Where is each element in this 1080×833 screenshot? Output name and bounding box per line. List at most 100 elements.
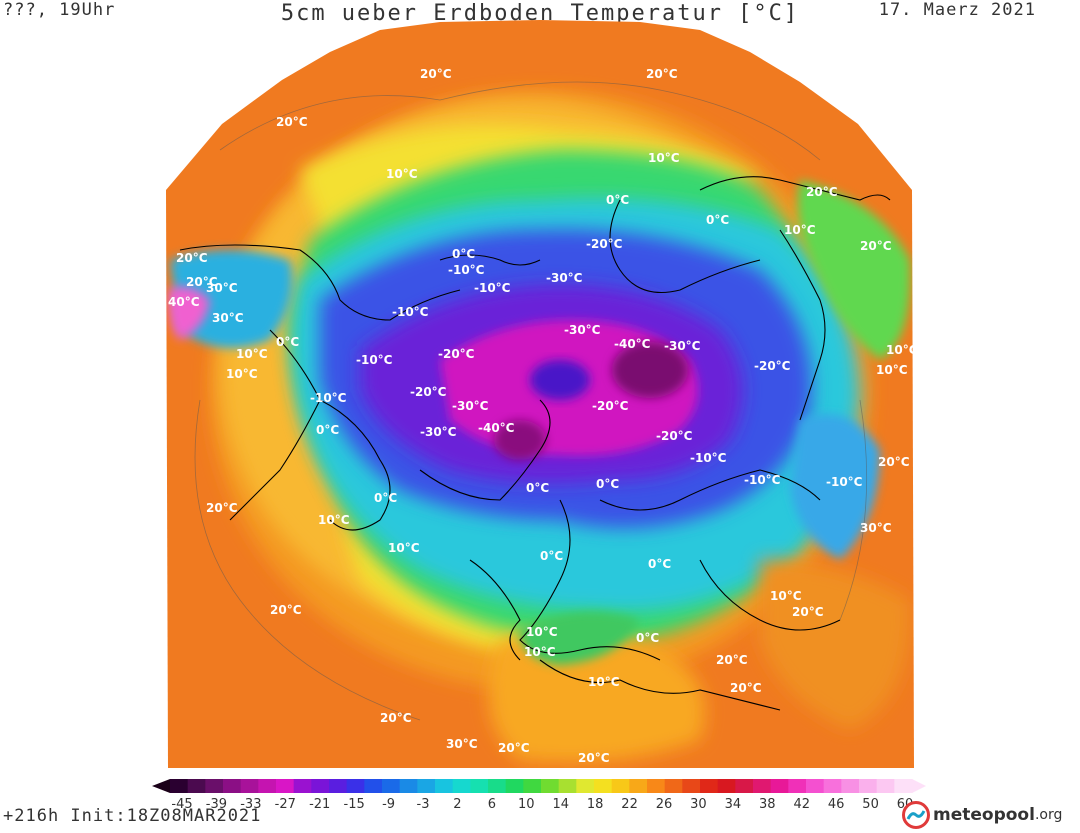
isotherm-label: 10°C bbox=[876, 363, 908, 377]
colorbar-tick-label: -21 bbox=[309, 797, 330, 812]
colorbar-tick-label: 6 bbox=[488, 797, 496, 812]
isotherm-label: 0°C bbox=[374, 491, 397, 505]
colorbar-cell bbox=[700, 779, 719, 793]
isotherm-label: -40°C bbox=[478, 421, 515, 435]
isotherm-label: -10°C bbox=[356, 353, 393, 367]
isotherm-label: -10°C bbox=[474, 281, 511, 295]
valid-time-label: ???, 19Uhr bbox=[3, 0, 116, 20]
valid-date-label: 17. Maerz 2021 bbox=[878, 0, 1036, 20]
colorbar-cell bbox=[876, 779, 895, 793]
isotherm-label: 20°C bbox=[646, 67, 678, 81]
colorbar-cell bbox=[594, 779, 613, 793]
isotherm-label: 10°C bbox=[524, 645, 556, 659]
colorbar-tick-label: -33 bbox=[240, 797, 261, 812]
colorbar-cell bbox=[258, 779, 277, 793]
isotherm-label: 10°C bbox=[226, 367, 258, 381]
colorbar-tick-label: 50 bbox=[862, 797, 879, 812]
isotherm-label: 20°C bbox=[498, 741, 530, 755]
colorbar-cell bbox=[611, 779, 630, 793]
isotherm-label: 20°C bbox=[860, 239, 892, 253]
isotherm-label: 30°C bbox=[212, 311, 244, 325]
isotherm-label: 10°C bbox=[770, 589, 802, 603]
isotherm-label: 10°C bbox=[236, 347, 268, 361]
isotherm-label: -20°C bbox=[592, 399, 629, 413]
isotherm-label: 0°C bbox=[596, 477, 619, 491]
colorbar-cell bbox=[505, 779, 524, 793]
colorbar-cell bbox=[187, 779, 206, 793]
colorbar-cell bbox=[841, 779, 860, 793]
isotherm-label: 20°C bbox=[878, 455, 910, 469]
colorbar-cell bbox=[311, 779, 330, 793]
isotherm-label: 20°C bbox=[578, 751, 610, 765]
isotherm-label: 20°C bbox=[792, 605, 824, 619]
colorbar-cell bbox=[558, 779, 577, 793]
colorbar-tick-label: -45 bbox=[171, 797, 192, 812]
meteopool-logo-icon bbox=[902, 801, 930, 829]
colorbar-tick-label: -27 bbox=[275, 797, 296, 812]
colorbar-tick-labels: -45 -39 -33 -27 -21 -15 -9 -3 2 6 10 14 18 22 26 30 34 38… bbox=[171, 797, 913, 812]
isotherm-label: -40°C bbox=[614, 337, 651, 351]
isotherm-label: 20°C bbox=[270, 603, 302, 617]
colorbar-cell bbox=[788, 779, 807, 793]
colorbar-cell bbox=[735, 779, 754, 793]
colorbar-cell bbox=[753, 779, 772, 793]
isotherm-label: 0°C bbox=[526, 481, 549, 495]
isotherm-label: -10°C bbox=[448, 263, 485, 277]
colorbar-cell bbox=[452, 779, 471, 793]
europe-green-region bbox=[520, 612, 640, 665]
colorbar-tick-label: 34 bbox=[725, 797, 742, 812]
isotherm-label: -10°C bbox=[826, 475, 863, 489]
colorbar-tick-label: 46 bbox=[828, 797, 845, 812]
coastlines bbox=[179, 176, 891, 711]
isotherm-label: 20°C bbox=[206, 501, 238, 515]
isotherm-label: -20°C bbox=[410, 385, 447, 399]
colorbar-cell bbox=[576, 779, 595, 793]
isotherm-label: 20°C bbox=[380, 711, 412, 725]
colorbar-tick-label: 38 bbox=[759, 797, 776, 812]
isotherm-label: 10°C bbox=[648, 151, 680, 165]
isotherm-label: -10°C bbox=[310, 391, 347, 405]
colorbar-cell bbox=[417, 779, 436, 793]
isotherm-label: -30°C bbox=[452, 399, 489, 413]
isotherm-label: 10°C bbox=[588, 675, 620, 689]
colorbar-cell bbox=[823, 779, 842, 793]
colorbar-cell bbox=[859, 779, 878, 793]
colorbar-cell bbox=[682, 779, 701, 793]
isotherm-label: 0°C bbox=[636, 631, 659, 645]
colorbar-cell bbox=[488, 779, 507, 793]
isotherm-label: 40°C bbox=[168, 295, 200, 309]
isotherm-label: 20°C bbox=[420, 67, 452, 81]
isotherm-label: 20°C bbox=[276, 115, 308, 129]
isotherm-label: -10°C bbox=[744, 473, 781, 487]
isotherm-label: 10°C bbox=[388, 541, 420, 555]
isotherm-label: 20°C bbox=[186, 275, 218, 289]
isotherm-label: 10°C bbox=[886, 343, 918, 357]
colorbar-cell bbox=[170, 779, 189, 793]
colorbar-tick-label: -15 bbox=[344, 797, 365, 812]
arctic-ocean-core bbox=[530, 360, 590, 400]
isotherm-label: 10°C bbox=[318, 513, 350, 527]
south-asia-warm-region bbox=[760, 560, 911, 730]
colorbar-cell bbox=[205, 779, 224, 793]
colorbar-cell bbox=[770, 779, 789, 793]
deep-cold-core-siberia bbox=[612, 342, 688, 398]
isotherm-labels: 20°C 20°C 20°C 10°C 10°C 0°C 0°C 10°C 20°C 20°C 20… bbox=[168, 67, 918, 765]
isotherm-label: 20°C bbox=[176, 251, 208, 265]
deep-cold-core-greenland bbox=[494, 420, 546, 460]
meteopool-logo[interactable]: meteopool .org bbox=[902, 800, 1062, 830]
colorbar-cell bbox=[894, 779, 913, 793]
colorbar-cell bbox=[629, 779, 648, 793]
colorbar-cell bbox=[223, 779, 242, 793]
isotherm-contours bbox=[194, 81, 868, 721]
logo-brand-text: meteopool bbox=[933, 805, 1035, 825]
colorbar-cell bbox=[541, 779, 560, 793]
tibet-cold-region bbox=[790, 414, 880, 560]
isotherm-label: 30°C bbox=[446, 737, 478, 751]
colorbar-cell bbox=[523, 779, 542, 793]
isotherm-label: 0°C bbox=[540, 549, 563, 563]
isotherm-label: 10°C bbox=[784, 223, 816, 237]
isotherm-label: -20°C bbox=[656, 429, 693, 443]
colorbar-left-arrow bbox=[152, 779, 170, 793]
colorbar-tick-label: 14 bbox=[552, 797, 569, 812]
